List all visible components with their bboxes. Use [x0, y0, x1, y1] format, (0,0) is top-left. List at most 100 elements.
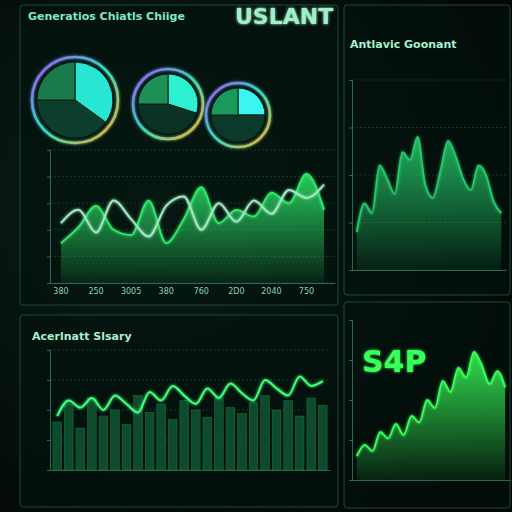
bar [307, 398, 316, 470]
grid [50, 350, 330, 470]
panel [20, 5, 338, 305]
bar [318, 405, 327, 470]
tick-mark [349, 480, 352, 481]
tick-mark [349, 80, 352, 81]
tick [47, 150, 50, 151]
bar [157, 404, 166, 470]
bar [180, 400, 189, 470]
area-edge [357, 137, 501, 232]
bar [191, 410, 200, 470]
tick [349, 175, 352, 176]
y-axis [47, 351, 51, 471]
tick-mark [47, 203, 50, 204]
tick-mark [47, 177, 50, 178]
axis-line [353, 480, 511, 481]
tick-mark [47, 410, 50, 411]
pie [206, 83, 270, 147]
tick-mark [349, 270, 352, 271]
bar [88, 398, 97, 470]
bar [295, 416, 304, 470]
tick [349, 480, 352, 481]
bar [203, 417, 212, 470]
bar [111, 410, 120, 470]
bar [76, 428, 85, 470]
tick-mark [349, 440, 352, 441]
pie-slice [211, 115, 265, 142]
tick [47, 440, 50, 441]
chart-title: Acerlnatt Slsary [32, 330, 132, 343]
bar [53, 422, 62, 470]
tick-mark [47, 470, 50, 471]
tick: 250 [88, 287, 103, 296]
tick [349, 223, 352, 224]
bar [249, 403, 258, 470]
tick-mark [349, 400, 352, 401]
axis-line [47, 351, 51, 471]
grid-line [50, 176, 335, 177]
tick-mark [47, 150, 50, 151]
pie-slice [138, 74, 168, 104]
bar [145, 412, 154, 470]
background [0, 0, 512, 512]
bar [64, 404, 73, 470]
tick-label: 2D0 [228, 287, 244, 296]
panel [20, 315, 338, 507]
tick [349, 80, 352, 81]
panel [344, 5, 510, 295]
tick-label: 3005 [121, 287, 141, 296]
tick-mark [47, 283, 50, 284]
bar [99, 416, 108, 470]
bar [284, 400, 293, 470]
grid-line [50, 350, 330, 351]
grid [352, 80, 506, 270]
tick [47, 230, 50, 231]
axis-line [349, 81, 353, 271]
tick-mark [47, 440, 50, 441]
panel [344, 302, 510, 508]
area-edge [61, 174, 324, 243]
tick: 380 [159, 287, 174, 296]
x-axis [353, 480, 511, 481]
pie-ring [206, 83, 270, 147]
pie [32, 57, 118, 143]
tick-label: 380 [53, 287, 68, 296]
tick [349, 440, 352, 441]
y-axis [47, 151, 51, 284]
tick: 750 [299, 287, 314, 296]
pie-slice [37, 100, 106, 138]
x-axis [51, 470, 331, 471]
area [357, 137, 501, 270]
axis-line [353, 270, 507, 271]
tick [47, 470, 50, 471]
tick [47, 380, 50, 381]
tick-mark [349, 360, 352, 361]
tick-mark [349, 223, 352, 224]
chart-title: Generatios Chiatls Chiige [28, 10, 185, 23]
grid-line [50, 150, 335, 151]
bar [226, 408, 235, 470]
line [61, 185, 324, 237]
tick-mark [47, 350, 50, 351]
pie-slice [238, 88, 265, 115]
tick-mark [47, 256, 50, 257]
annotation: S4P [362, 344, 426, 379]
chart [349, 80, 507, 271]
tick-mark [349, 175, 352, 176]
grid-line [352, 80, 506, 81]
x-axis [353, 270, 507, 271]
tick-label: 250 [88, 287, 103, 296]
plot-area [53, 376, 327, 470]
bar [238, 414, 247, 470]
chart [47, 350, 331, 471]
tick [47, 177, 50, 178]
tick-mark [47, 380, 50, 381]
tick [47, 410, 50, 411]
tick: 2D0 [228, 287, 244, 296]
grid [50, 150, 335, 283]
tick-label: 760 [194, 287, 209, 296]
area [61, 174, 324, 283]
tick: 3005 [121, 287, 141, 296]
y-axis [349, 81, 353, 271]
tick: 2040 [261, 287, 281, 296]
tick [349, 400, 352, 401]
